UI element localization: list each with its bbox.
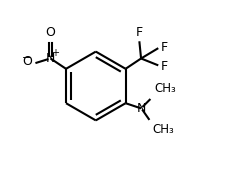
Text: N: N [46,52,55,65]
Text: CH₃: CH₃ [153,82,175,95]
Text: N: N [136,102,145,115]
Text: F: F [160,60,167,73]
Text: −: − [22,53,31,63]
Text: F: F [160,41,167,54]
Text: O: O [22,55,32,68]
Text: +: + [51,48,58,58]
Text: O: O [45,26,55,39]
Text: CH₃: CH₃ [152,123,173,136]
Text: F: F [135,26,142,39]
